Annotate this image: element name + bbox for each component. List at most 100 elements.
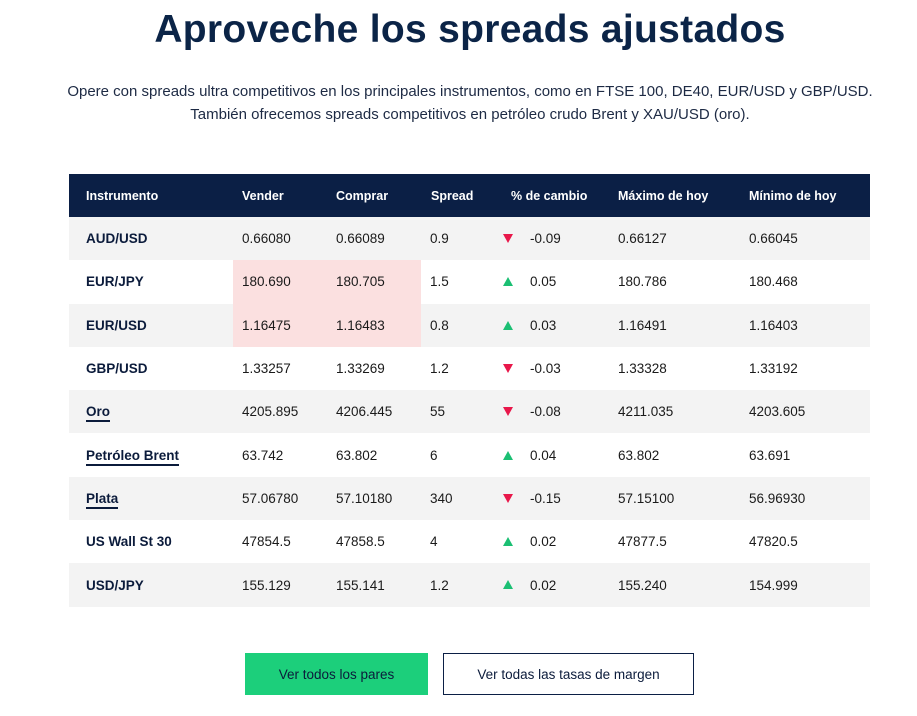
change-cell: -0.08: [494, 390, 609, 434]
subtitle-line-2: También ofrecemos spreads competitivos e…: [190, 106, 750, 123]
table-row: GBP/USD 1.33257 1.33269 1.2 -0.03 1.33328 1.33…: [69, 346, 870, 391]
arrow-down-icon: [503, 363, 513, 373]
buy-price-cell: 1.33269: [327, 346, 421, 391]
header-low: Mínimo de hoy: [740, 174, 870, 217]
change-value: -0.15: [530, 490, 561, 506]
table-header-row: Instrumento Vender Comprar Spread % de c…: [69, 174, 870, 217]
sell-price-cell: 4205.895: [233, 390, 327, 434]
buy-price-cell: 47858.5: [327, 520, 421, 564]
table-row: Petróleo Brent 63.742 63.802 6 0.04 63.802 63.…: [69, 433, 870, 477]
instrument-label: EUR/JPY: [86, 274, 144, 290]
table-row: USD/JPY 155.129 155.141 1.2 0.02 155.240 154.9…: [69, 563, 870, 607]
change-value: 0.02: [530, 534, 557, 550]
high-cell: 57.15100: [609, 476, 740, 521]
instrument-cell: EUR/USD: [69, 303, 233, 347]
low-cell: 0.66045: [740, 217, 870, 261]
spread-cell: 4: [421, 520, 494, 564]
buy-price-cell: 57.10180: [327, 476, 421, 521]
low-cell: 4203.605: [740, 390, 870, 434]
arrow-down-icon: [503, 234, 513, 244]
sell-price-cell: 47854.5: [233, 520, 327, 564]
spread-cell: 1.5: [421, 260, 494, 304]
change-value: -0.09: [530, 231, 561, 247]
header-buy: Comprar: [327, 174, 421, 217]
page-title: Aproveche los spreads ajustados: [154, 8, 786, 51]
instrument-link[interactable]: Oro: [86, 404, 111, 423]
spread-cell: 1.2: [421, 563, 494, 607]
sell-price-cell: 57.06780: [233, 476, 327, 521]
spread-cell: 1.2: [421, 346, 494, 391]
page-subtitle: Opere con spreads ultra competitivos en …: [0, 80, 917, 126]
subtitle-line-1: Opere con spreads ultra competitivos en …: [67, 83, 873, 100]
low-cell: 1.33192: [740, 346, 870, 391]
instrument-cell[interactable]: Plata: [69, 476, 233, 521]
view-all-pairs-button[interactable]: Ver todos los pares: [245, 653, 428, 695]
header-change: % de cambio: [494, 174, 609, 217]
high-cell: 0.66127: [609, 217, 740, 261]
instrument-cell[interactable]: Petróleo Brent: [69, 433, 233, 477]
low-cell: 180.468: [740, 260, 870, 304]
header-sell: Vender: [233, 174, 327, 217]
instrument-cell: EUR/JPY: [69, 260, 233, 304]
change-cell: 0.02: [494, 520, 609, 564]
sell-price-cell: 0.66080: [233, 217, 327, 261]
table-row: AUD/USD 0.66080 0.66089 0.9 -0.09 0.66127 0.66…: [69, 217, 870, 261]
instrument-label: GBP/USD: [86, 361, 148, 377]
high-cell: 1.33328: [609, 346, 740, 391]
change-value: 0.03: [530, 317, 557, 333]
buy-price-cell: 4206.445: [327, 390, 421, 434]
instrument-label: USD/JPY: [86, 577, 144, 593]
instrument-cell: US Wall St 30: [69, 520, 233, 564]
instrument-cell[interactable]: Oro: [69, 390, 233, 434]
high-cell: 4211.035: [609, 390, 740, 434]
sell-price-cell: 1.33257: [233, 346, 327, 391]
low-cell: 56.96930: [740, 476, 870, 521]
low-cell: 47820.5: [740, 520, 870, 564]
change-cell: 0.02: [494, 563, 609, 607]
arrow-up-icon: [503, 580, 513, 590]
header-spread: Spread: [421, 174, 494, 217]
high-cell: 1.16491: [609, 303, 740, 347]
arrow-down-icon: [503, 407, 513, 417]
high-cell: 180.786: [609, 260, 740, 304]
buy-price-cell: 0.66089: [327, 217, 421, 261]
high-cell: 63.802: [609, 433, 740, 477]
spread-cell: 0.8: [421, 303, 494, 347]
instrument-link[interactable]: Plata: [86, 490, 119, 509]
arrow-up-icon: [503, 277, 513, 287]
high-cell: 155.240: [609, 563, 740, 607]
instrument-cell: AUD/USD: [69, 217, 233, 261]
sell-price-cell: 180.690: [233, 260, 327, 304]
low-cell: 1.16403: [740, 303, 870, 347]
change-cell: -0.15: [494, 476, 609, 521]
arrow-up-icon: [503, 320, 513, 330]
arrow-up-icon: [503, 450, 513, 460]
change-cell: -0.09: [494, 217, 609, 261]
instrument-label: US Wall St 30: [86, 534, 172, 550]
change-value: -0.08: [530, 404, 561, 420]
buy-price-cell: 155.141: [327, 563, 421, 607]
instrument-link[interactable]: Petróleo Brent: [86, 447, 180, 466]
change-cell: -0.03: [494, 346, 609, 391]
table-row: Oro 4205.895 4206.445 55 -0.08 4211.035 4203.6…: [69, 390, 870, 434]
header-instrument: Instrumento: [69, 174, 233, 217]
buy-price-cell: 180.705: [327, 260, 421, 304]
table-row: Plata 57.06780 57.10180 340 -0.15 57.15100 56.…: [69, 476, 870, 521]
spread-cell: 0.9: [421, 217, 494, 261]
spread-cell: 6: [421, 433, 494, 477]
spread-cell: 340: [421, 476, 494, 521]
change-value: 0.04: [530, 447, 557, 463]
low-cell: 63.691: [740, 433, 870, 477]
change-value: 0.05: [530, 274, 557, 290]
low-cell: 154.999: [740, 563, 870, 607]
instrument-label: AUD/USD: [86, 231, 148, 247]
change-value: -0.03: [530, 361, 561, 377]
instrument-cell: USD/JPY: [69, 563, 233, 607]
view-margin-rates-button[interactable]: Ver todas las tasas de margen: [443, 653, 694, 695]
spread-cell: 55: [421, 390, 494, 434]
arrow-down-icon: [503, 493, 513, 503]
table-row: EUR/USD 1.16475 1.16483 0.8 0.03 1.16491 1.164…: [69, 303, 870, 347]
header-high: Máximo de hoy: [609, 174, 740, 217]
instrument-label: EUR/USD: [86, 317, 147, 333]
arrow-up-icon: [503, 537, 513, 547]
